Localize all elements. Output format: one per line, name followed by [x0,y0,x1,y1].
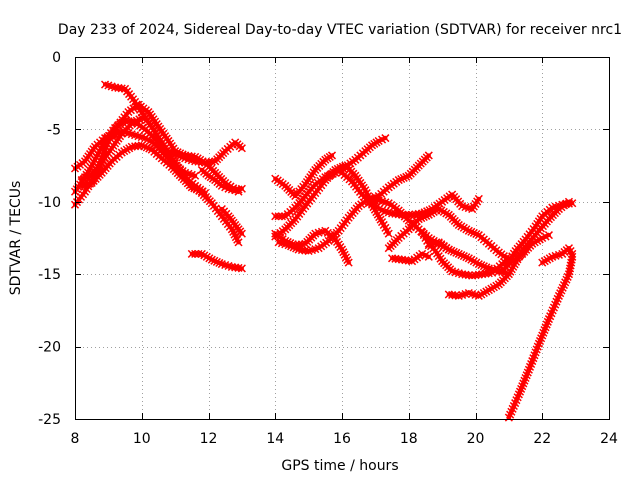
series-track-25 [538,244,577,267]
data-point [327,151,337,160]
data-point [544,231,553,240]
data-series [70,80,577,422]
series-track-26 [504,252,577,422]
x-tick-label: 16 [333,431,351,447]
x-tick-label: 24 [600,431,618,447]
axis-ticks: 8 10 12 14 16 18 20 22 24 0 -5 -10 -15 -20 -25 [38,50,618,447]
series-line [446,199,571,298]
x-tick-label: 8 [71,431,80,447]
series-track-12 [271,151,337,201]
data-point [384,229,393,238]
data-point [444,245,453,254]
data-point [568,252,577,261]
series-track-06 [100,80,243,247]
y-tick-label: -15 [38,267,61,283]
data-point [474,194,483,203]
data-point [568,199,577,208]
x-tick-label: 20 [467,431,485,447]
x-tick-label: 18 [400,431,418,447]
data-point [344,258,353,267]
data-point [237,264,246,273]
data-point [234,238,243,247]
series-track-24 [498,231,553,276]
y-tick-label: -10 [38,195,61,211]
data-point [191,171,200,180]
series-track-20 [388,249,433,266]
y-axis-label: SDTVAR / TECUs [8,181,24,296]
x-tick-label: 22 [533,431,551,447]
data-point [237,184,246,193]
series-track-18 [384,204,513,264]
y-tick-label: -20 [38,340,61,356]
series-track-07 [161,138,246,167]
data-point [237,144,246,153]
series-track-05 [77,113,146,185]
data-point [424,151,433,160]
x-tick-label: 14 [266,431,284,447]
data-point [381,134,390,143]
series-track-23 [501,199,577,272]
series-track-15 [274,151,433,256]
data-point [237,229,246,238]
y-tick-label: -5 [47,122,61,138]
series-track-09 [217,204,246,238]
x-tick-label: 10 [133,431,151,447]
y-tick-label: -25 [38,412,61,428]
chart-title: Day 233 of 2024, Sidereal Day-to-day VTE… [58,22,622,38]
series-track-10 [187,249,246,273]
series-track-21 [424,238,453,254]
data-point [424,252,433,261]
x-axis-label: GPS time / hours [281,458,398,474]
series-track-08 [197,165,246,195]
series-track-22 [444,197,574,300]
data-point [568,249,577,258]
x-tick-label: 12 [200,431,218,447]
y-tick-label: 0 [52,50,61,66]
